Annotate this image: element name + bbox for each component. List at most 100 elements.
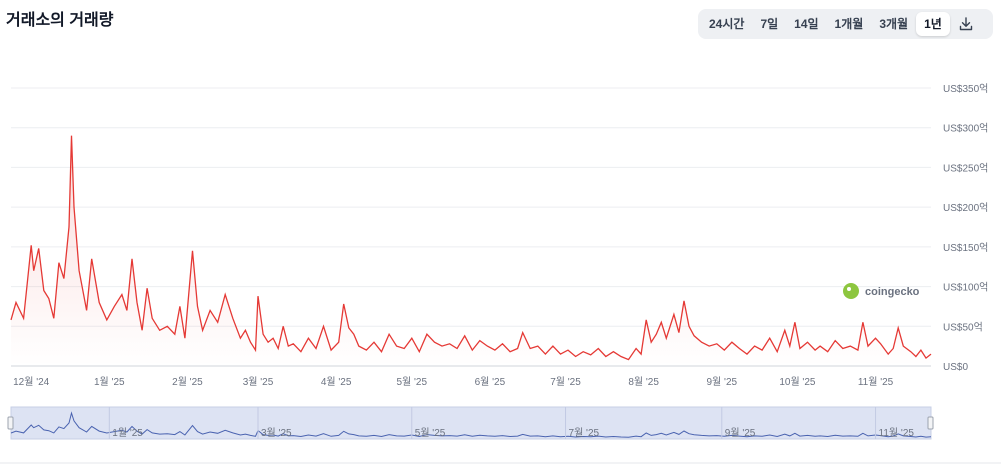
volume-area — [11, 135, 931, 366]
navigator-ticks: 1월 '25 3월 '25 5월 '25 7월 '25 9월 '25 11월 '25 — [108, 407, 914, 439]
data-point — [874, 337, 876, 339]
data-point — [267, 341, 269, 343]
data-point — [897, 327, 899, 329]
data-point — [920, 349, 922, 351]
data-point — [15, 301, 17, 303]
data-point — [63, 277, 65, 279]
data-point — [113, 305, 115, 307]
data-point — [257, 295, 259, 297]
x-tick-label: 10월 '25 — [779, 376, 816, 388]
data-point — [353, 333, 355, 335]
range-1y-button[interactable]: 1년 — [916, 12, 950, 36]
data-point — [612, 351, 614, 353]
data-point — [91, 258, 93, 260]
data-point — [179, 305, 181, 307]
y-tick-label: US$150억 — [943, 242, 988, 254]
data-point — [776, 351, 778, 353]
data-point — [126, 309, 128, 311]
data-point — [867, 345, 869, 347]
range-24h-button[interactable]: 24시간 — [709, 17, 745, 31]
data-point — [106, 319, 108, 321]
data-point — [292, 343, 294, 345]
data-point — [857, 349, 859, 351]
data-point — [322, 325, 324, 327]
data-point — [85, 309, 87, 311]
data-point — [380, 351, 382, 353]
data-point — [141, 329, 143, 331]
data-point — [159, 329, 161, 331]
data-point — [574, 355, 576, 357]
x-tick-label: 8월 '25 — [628, 376, 659, 388]
data-point — [348, 327, 350, 329]
data-point — [403, 347, 405, 349]
data-point — [769, 337, 771, 339]
data-point — [597, 347, 599, 349]
data-point — [254, 349, 256, 351]
data-point — [272, 337, 274, 339]
data-point — [330, 349, 332, 351]
page-title: 거래소의 거래량 — [6, 12, 114, 29]
data-point — [620, 355, 622, 357]
data-point — [784, 329, 786, 331]
data-point — [925, 357, 927, 359]
data-point — [814, 349, 816, 351]
range-14d-button[interactable]: 14일 — [794, 17, 819, 31]
data-point — [683, 300, 685, 302]
data-point — [217, 321, 219, 323]
data-point — [879, 343, 881, 345]
data-point — [196, 305, 198, 307]
data-point — [300, 351, 302, 353]
data-point — [665, 337, 667, 339]
data-point — [678, 331, 680, 333]
range-1m-button[interactable]: 1개월 — [834, 17, 864, 31]
range-7d-button[interactable]: 7일 — [760, 17, 779, 31]
range-3m-button[interactable]: 3개월 — [879, 17, 909, 31]
navigator-left-handle[interactable] — [7, 416, 14, 430]
data-point — [277, 347, 279, 349]
data-point — [33, 270, 35, 272]
data-point — [915, 355, 917, 357]
data-point — [494, 349, 496, 351]
data-point — [738, 347, 740, 349]
data-point — [68, 226, 70, 228]
data-point — [121, 293, 123, 295]
data-point — [635, 347, 637, 349]
data-point — [22, 317, 24, 319]
data-point — [819, 345, 821, 347]
navigator-tick-label: 5월 '25 — [415, 427, 446, 439]
download-button[interactable] — [952, 12, 980, 36]
data-point — [343, 303, 345, 305]
data-point — [43, 289, 45, 291]
y-axis: US$0 US$50억 US$100억 US$150억 US$200억 US$250억 US… — [943, 83, 988, 373]
data-point — [655, 333, 657, 335]
data-point — [48, 297, 50, 299]
navigator-tick-label: 9월 '25 — [725, 427, 756, 439]
navigator-tick-label: 1월 '25 — [112, 427, 143, 439]
navigator-right-handle[interactable] — [927, 416, 934, 430]
data-point — [58, 262, 60, 264]
time-range-selector: 24시간 7일 14일 1개월 3개월 1년 — [698, 9, 993, 39]
data-point — [862, 321, 864, 323]
y-tick-label: US$100억 — [943, 282, 988, 294]
x-tick-label: 12월 '24 — [13, 376, 50, 388]
download-icon — [959, 17, 972, 31]
data-point — [282, 325, 284, 327]
x-tick-label: 7월 '25 — [550, 376, 581, 388]
navigator-tick-label: 7월 '25 — [569, 427, 600, 439]
data-point — [552, 345, 554, 347]
data-point — [73, 206, 75, 208]
data-point — [191, 250, 193, 252]
data-point — [799, 347, 801, 349]
y-tick-label: US$50억 — [943, 321, 983, 333]
data-point — [842, 347, 844, 349]
data-point — [232, 317, 234, 319]
data-point — [902, 345, 904, 347]
data-point — [930, 353, 932, 355]
data-point — [146, 287, 148, 289]
x-tick-label: 4월 '25 — [321, 376, 352, 388]
data-point — [693, 335, 695, 337]
data-point — [660, 321, 662, 323]
data-point — [559, 353, 561, 355]
data-point — [567, 349, 569, 351]
